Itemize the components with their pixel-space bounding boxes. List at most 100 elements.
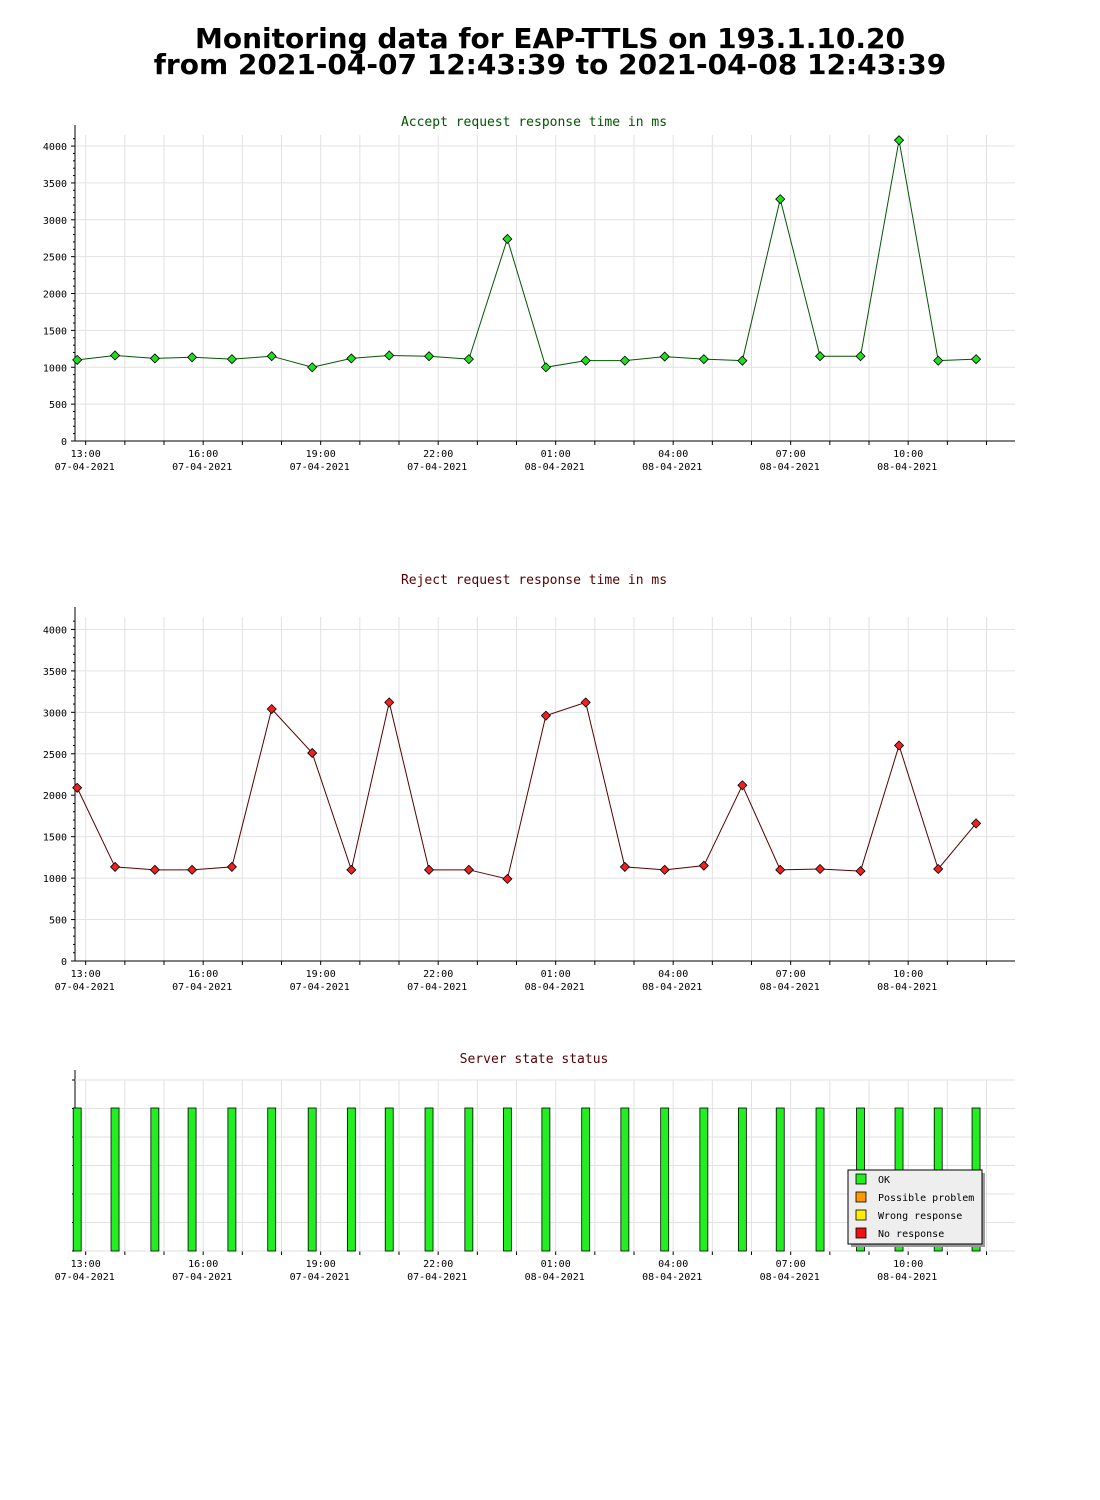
reject-point <box>187 864 198 875</box>
y-tick-label: 500 <box>49 916 67 927</box>
reject-point <box>109 861 121 872</box>
x-tick-label-date: 08-04-2021 <box>642 982 702 993</box>
x-tick-label-date: 07-04-2021 <box>290 462 350 473</box>
x-tick-label-time: 19:00 <box>306 449 336 460</box>
x-tick-label-date: 08-04-2021 <box>642 462 702 473</box>
reject-point <box>619 861 630 872</box>
reject-point <box>72 782 83 793</box>
status-bar <box>737 1107 747 1252</box>
accept-point <box>540 362 551 373</box>
reject-point <box>659 864 670 875</box>
x-tick-label-date: 07-04-2021 <box>172 1272 232 1283</box>
y-tick-label: 4000 <box>43 625 67 636</box>
status-bar <box>346 1107 356 1252</box>
server-status-chart: Server state status 13:00 07-04-2021 16:00 0… <box>55 1052 1015 1283</box>
x-tick-label-date: 07-04-2021 <box>172 462 232 473</box>
accept-point <box>659 351 670 362</box>
reject-point <box>737 780 748 791</box>
reject-point <box>855 865 866 877</box>
x-tick-label-time: 07:00 <box>776 969 806 980</box>
x-tick-label-time: 13:00 <box>71 969 101 980</box>
reject-point <box>893 740 905 751</box>
reject-point <box>423 864 435 875</box>
x-tick-label-time: 10:00 <box>893 969 923 980</box>
x-tick-label-date: 07-04-2021 <box>407 982 467 993</box>
status-bar <box>541 1107 551 1252</box>
legend-label: Wrong response <box>878 1211 962 1222</box>
x-tick-label-date: 08-04-2021 <box>525 1272 585 1283</box>
status-bar <box>150 1107 160 1252</box>
x-tick-label-time: 07:00 <box>776 1259 806 1270</box>
status-bar <box>620 1107 630 1252</box>
x-tick-label-date: 07-04-2021 <box>55 462 115 473</box>
x-tick-label-date: 07-04-2021 <box>407 1272 467 1283</box>
x-tick-label-date: 07-04-2021 <box>172 982 232 993</box>
x-tick-label-date: 07-04-2021 <box>407 462 467 473</box>
y-tick-label: 3500 <box>43 179 67 190</box>
accept-point <box>384 350 395 361</box>
status-bar <box>815 1107 825 1252</box>
x-tick-label-time: 22:00 <box>423 969 453 980</box>
x-tick-label-date: 07-04-2021 <box>290 982 350 993</box>
status-bar <box>110 1107 120 1252</box>
accept-point <box>933 355 944 366</box>
status-title: Server state status <box>460 1052 609 1067</box>
status-bar <box>581 1107 591 1252</box>
reject-point <box>698 860 709 871</box>
x-tick-label-time: 01:00 <box>541 969 571 980</box>
x-tick-label-time: 04:00 <box>658 969 688 980</box>
x-tick-label-time: 01:00 <box>541 1259 571 1270</box>
status-bar <box>424 1107 434 1252</box>
accept-point <box>698 354 709 365</box>
x-tick-label-time: 01:00 <box>541 449 571 460</box>
accept-point <box>463 354 474 365</box>
y-tick-label: 1500 <box>43 833 67 844</box>
accept-point <box>580 355 591 366</box>
reject-response-chart: Reject request response time in ms 0 500 10… <box>43 573 1015 993</box>
accept-point <box>307 362 318 373</box>
reject-point <box>540 710 551 721</box>
accept-response-chart: Accept request response time in ms 0 500 10… <box>43 115 1015 473</box>
reject-point <box>580 697 591 708</box>
x-tick-label-date: 08-04-2021 <box>877 1272 937 1283</box>
x-tick-label-date: 07-04-2021 <box>55 982 115 993</box>
x-tick-label-time: 07:00 <box>776 449 806 460</box>
accept-point <box>346 353 357 364</box>
y-tick-label: 2500 <box>43 253 67 264</box>
x-tick-label-time: 16:00 <box>188 1259 218 1270</box>
accept-point <box>423 351 435 362</box>
x-tick-label-date: 07-04-2021 <box>290 1272 350 1283</box>
x-tick-label-time: 13:00 <box>71 1259 101 1270</box>
accept-series-line <box>77 140 977 368</box>
x-tick-label-date: 08-04-2021 <box>877 982 937 993</box>
reject-point <box>775 864 786 875</box>
x-tick-label-time: 19:00 <box>306 1259 336 1270</box>
accept-point <box>619 355 630 366</box>
reject-point <box>502 873 513 885</box>
status-bar <box>72 1107 82 1252</box>
reject-point <box>970 818 982 829</box>
accept-point <box>502 233 513 245</box>
y-tick-label: 2000 <box>43 791 67 802</box>
status-bar <box>660 1107 670 1252</box>
accept-point <box>109 350 121 361</box>
accept-point <box>149 353 160 364</box>
x-tick-label-date: 08-04-2021 <box>760 462 820 473</box>
x-tick-label-date: 08-04-2021 <box>760 982 820 993</box>
y-tick-label: 500 <box>49 400 67 411</box>
legend-swatch <box>855 1227 867 1239</box>
legend-label: OK <box>878 1175 890 1186</box>
status-bar <box>699 1107 709 1252</box>
status-bar <box>187 1107 197 1252</box>
reject-point <box>266 703 277 715</box>
y-tick-label: 3500 <box>43 667 67 678</box>
x-tick-label-time: 19:00 <box>306 969 336 980</box>
x-tick-label-date: 08-04-2021 <box>760 1272 820 1283</box>
status-bar <box>307 1107 317 1252</box>
accept-point <box>970 354 982 365</box>
x-tick-label-time: 16:00 <box>188 449 218 460</box>
x-tick-label-time: 22:00 <box>423 1259 453 1270</box>
reject-series-line <box>76 701 977 880</box>
y-tick-label: 3000 <box>43 216 67 227</box>
y-tick-label: 0 <box>61 957 67 968</box>
